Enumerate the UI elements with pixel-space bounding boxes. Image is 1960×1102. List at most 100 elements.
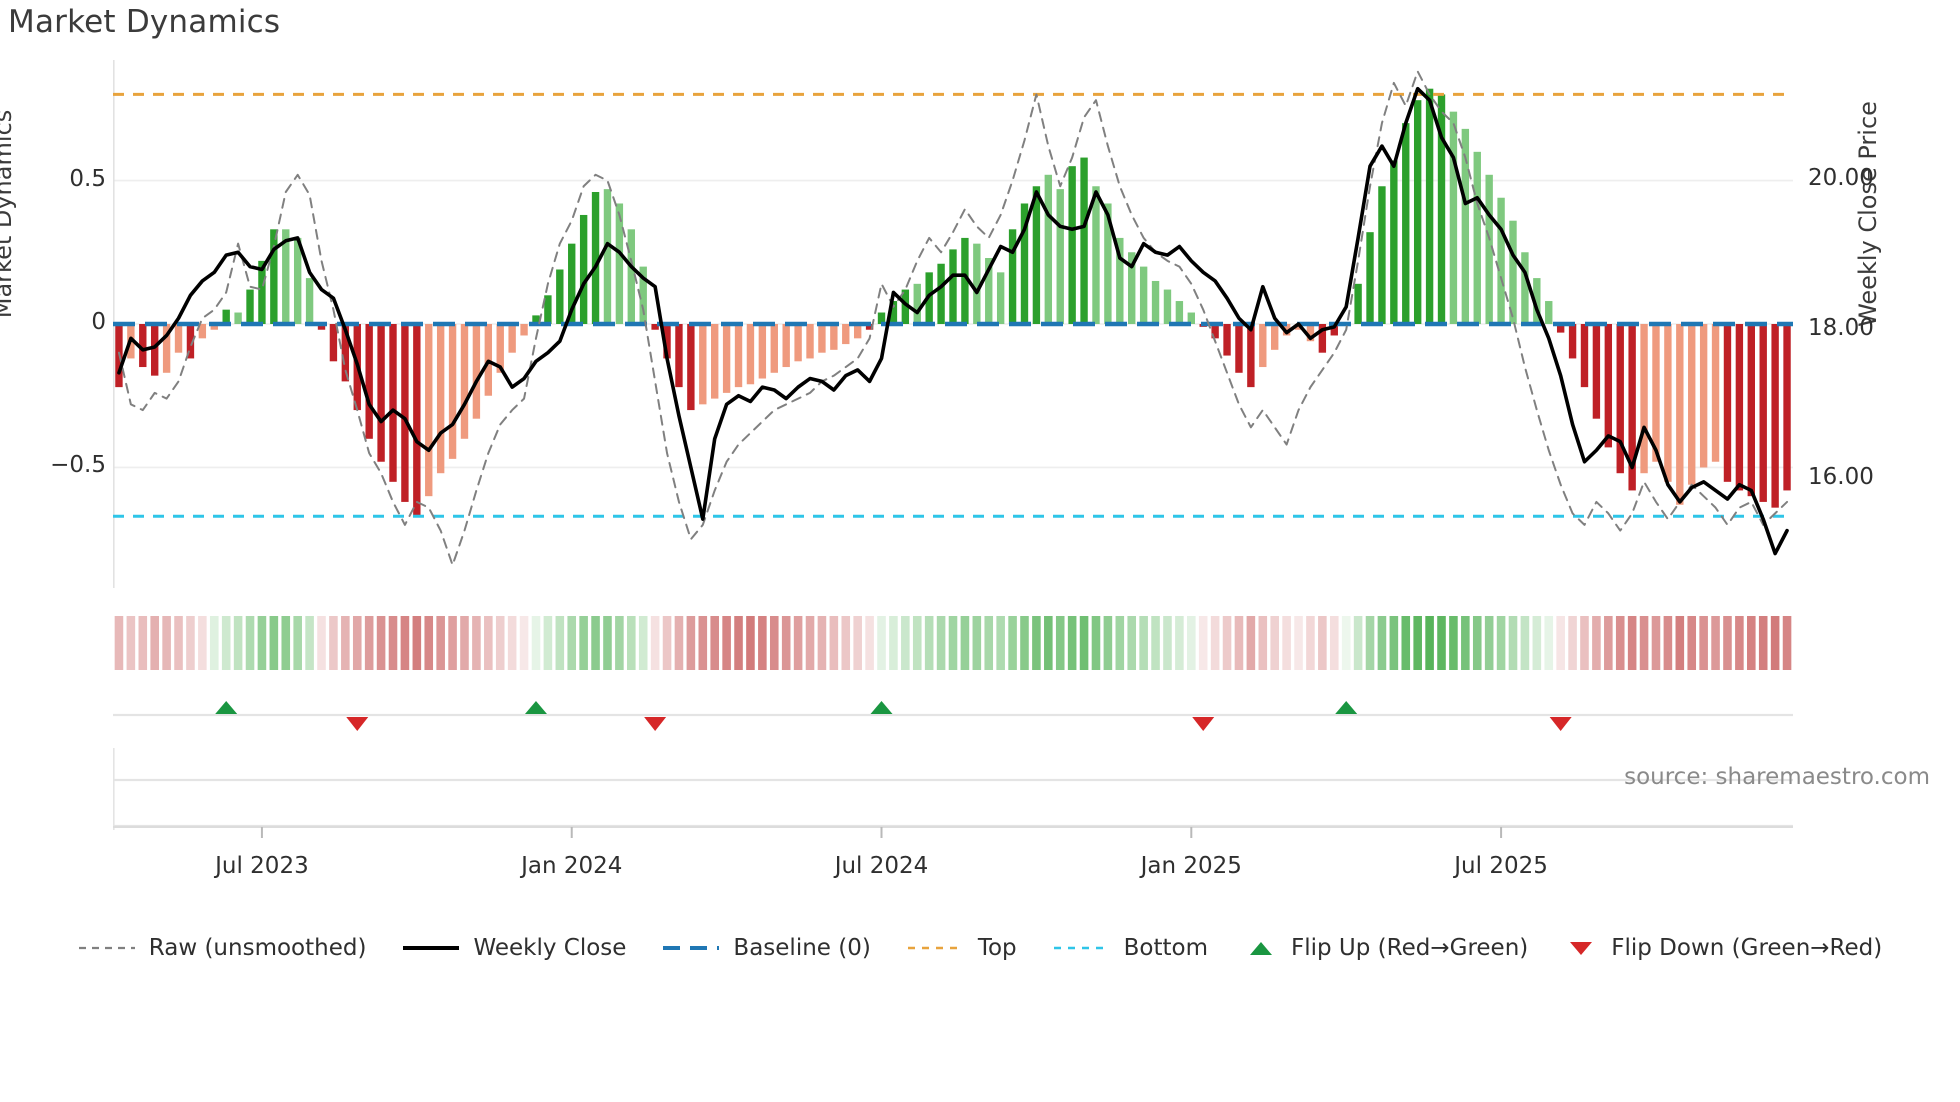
dynamics-bar [1711,324,1720,462]
x-tick-label: Jul 2023 [215,853,309,879]
heatmap-cell [1639,616,1649,670]
heatmap-cell [460,616,469,670]
dynamics-bar [1330,324,1338,336]
dynamics-bar [937,263,945,324]
dynamics-bar [234,312,242,324]
y-tick-label-left: 0.5 [69,165,106,192]
dynamics-bar [996,272,1005,324]
heatmap-cell [1735,616,1744,670]
dynamics-bar [282,229,290,324]
legend-item[interactable]: Bottom [1053,935,1208,961]
dynamics-bar [460,324,469,439]
dynamics-bar [210,324,218,330]
heatmap-cell [1580,616,1589,670]
dynamics-bar [1139,266,1148,324]
dynamics-bar [222,309,230,324]
heatmap-cell [1711,616,1720,670]
legend-item[interactable]: Baseline (0) [662,935,871,961]
dynamics-bar [1008,229,1017,324]
dynamics-bar [1473,151,1481,324]
heatmap-cell [1032,616,1041,670]
dynamics-bar [186,324,195,359]
dynamics-bar [818,324,826,353]
heatmap-cell [1139,616,1148,670]
dynamics-bar [305,278,314,324]
flip-down-marker [644,717,667,731]
dynamics-bar [174,324,183,353]
heatmap-cell [829,616,839,670]
x-tick-label: Jul 2024 [834,853,929,879]
dynamics-bar [1187,312,1195,324]
heatmap-cell [674,616,684,670]
legend-item[interactable]: Flip Up (Red→Green) [1244,935,1528,961]
heatmap-cell [1044,616,1053,670]
dynamics-bar [734,324,743,388]
dynamics-bar [1664,324,1672,482]
dynamics-bar [639,266,647,324]
legend-item[interactable]: Weekly Close [402,935,626,961]
regime-heatmap-strip [113,614,1793,672]
dynamics-bar [1497,197,1505,324]
main-plot [113,60,1793,588]
dynamics-bar [1616,324,1624,474]
dynamics-bar [687,324,695,411]
legend-item[interactable]: Raw (unsmoothed) [78,935,367,961]
heatmap-cell [1008,616,1017,670]
dynamics-bar [1163,289,1172,324]
heatmap-cell [948,616,958,670]
flip-up-marker [215,701,238,714]
dynamics-bar [1056,189,1064,324]
dynamics-bar [973,243,981,324]
dynamics-bar [258,260,266,324]
dynamics-bar [1545,301,1553,324]
heatmap-cell [734,616,743,670]
dynamics-bar [961,237,969,324]
heatmap-cell [603,616,612,670]
dynamics-bar [1116,237,1124,324]
legend-item[interactable]: Top [907,935,1017,961]
dynamics-bar [603,189,612,324]
dynamics-bar [1390,160,1398,324]
flip-up-marker [1335,701,1358,714]
heatmap-cell [1210,616,1220,670]
heatmap-cell [805,616,815,670]
dynamics-bar [711,324,719,399]
heatmap-cell [1175,616,1184,670]
legend-item[interactable]: Flip Down (Green→Red) [1564,935,1882,961]
dynamics-bar [949,249,957,324]
dynamics-bar [663,324,671,359]
heatmap-cell [1687,616,1697,670]
heatmap-cell [126,616,136,670]
heatmap-cell [1449,616,1458,670]
heatmap-cell [1520,616,1530,670]
dynamics-bar [1020,203,1029,324]
heatmap-cell [1508,616,1518,670]
dynamics-bar [413,324,421,517]
dynamics-bar [1151,280,1160,324]
dashed-line-icon [78,946,135,950]
heatmap-cell [984,616,994,670]
dynamics-bar [579,214,588,324]
heatmap-cell [650,616,660,670]
heatmap-cell [412,616,422,670]
dynamics-bar [1604,324,1613,448]
dynamics-bar [448,324,457,459]
dynamics-bar [1771,324,1779,508]
dynamics-bar [746,324,755,385]
heatmap-cell [138,616,148,670]
dynamics-bar [544,295,552,324]
heatmap-cell [1270,616,1279,670]
heatmap-cell [1723,616,1732,670]
heatmap-cell [996,616,1005,670]
heatmap-cell [1699,616,1708,670]
heatmap-cell [1282,616,1291,670]
heatmap-cell [400,616,410,670]
heatmap-cell [591,616,600,670]
heatmap-cell [352,616,362,670]
dynamics-bar [1783,324,1791,491]
dynamics-bar [1104,203,1112,324]
dynamics-bar [770,324,778,373]
legend-label: Raw (unsmoothed) [148,935,367,961]
dynamics-bar [591,192,600,324]
flip-markers-svg [113,701,1793,731]
